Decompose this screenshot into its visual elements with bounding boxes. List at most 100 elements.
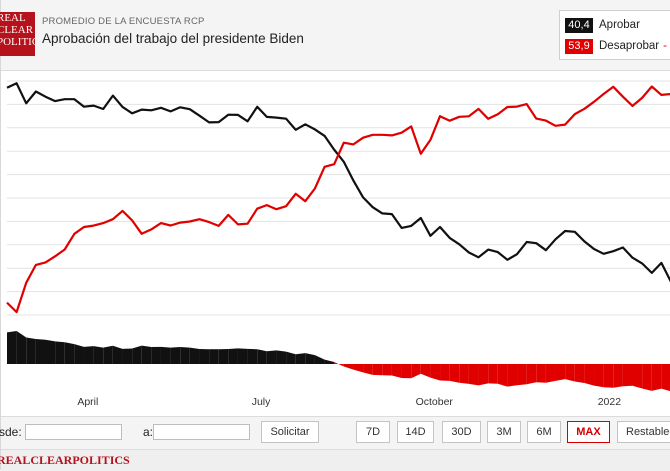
spread-bar <box>555 364 566 381</box>
spread-bar <box>545 364 556 383</box>
spread-bar <box>353 364 364 373</box>
spread-bar <box>122 348 133 364</box>
approve-series-line <box>6 82 670 283</box>
spread-bar <box>382 364 392 376</box>
widget-footer: REALCLEARPOLITICS <box>0 449 670 471</box>
spread-bar <box>661 364 670 392</box>
spread-bar <box>391 364 402 378</box>
spread-bar <box>594 364 604 388</box>
x-tick-label: July <box>252 396 271 408</box>
spread-bar <box>151 346 161 364</box>
spread-bar <box>613 364 623 388</box>
spread-bar <box>651 364 662 391</box>
spread-bar <box>526 364 537 385</box>
spread-bar <box>440 364 450 381</box>
spread-bar <box>170 347 181 364</box>
spread-bar <box>103 345 113 364</box>
approve-value-badge: 40,4 <box>565 17 593 33</box>
spread-bar <box>420 364 431 378</box>
range-6m-button[interactable]: 6M <box>527 421 561 443</box>
chart-area[interactable]: April July October 2022 <box>1 71 670 416</box>
spread-bar <box>141 345 152 364</box>
spread-bar <box>93 346 104 364</box>
spread-bar <box>74 344 84 364</box>
approve-label: Aprobar <box>599 19 640 31</box>
chart-legend: 40,4 Aprobar 53,9 Desaprobar - <box>559 10 670 60</box>
reset-button[interactable]: Restablecer <box>617 421 670 443</box>
request-button[interactable]: Solicitar <box>261 421 319 443</box>
range-7d-button[interactable]: 7D <box>356 421 390 443</box>
x-tick-label: October <box>416 396 454 408</box>
spread-bar <box>430 364 441 381</box>
spread-bar <box>160 346 171 364</box>
spread-bar <box>237 348 248 364</box>
spread-bar <box>632 364 643 389</box>
range-3m-button[interactable]: 3M <box>487 421 521 443</box>
spread-bar <box>411 364 421 379</box>
spread-bar <box>449 364 460 383</box>
spread-bar <box>7 331 17 364</box>
range-14d-button[interactable]: 14D <box>397 421 434 443</box>
spread-bar <box>314 355 325 364</box>
spread-bar <box>334 361 344 367</box>
spread-bar <box>565 364 575 382</box>
spread-bar <box>478 364 489 386</box>
x-tick-label: April <box>77 396 98 408</box>
spread-bar <box>622 364 633 387</box>
spread-bar <box>257 349 267 364</box>
spread-bar <box>517 364 527 386</box>
approval-chart-svg[interactable]: April July October 2022 <box>1 71 670 416</box>
spread-bar <box>189 347 200 364</box>
x-axis-ticks: April July October 2022 <box>77 396 621 408</box>
x-tick-label: 2022 <box>598 396 622 408</box>
disapprove-value-badge: 53,9 <box>565 38 593 54</box>
spread-bar <box>642 364 652 391</box>
range-30d-button[interactable]: 30D <box>442 421 481 443</box>
from-date-input[interactable] <box>25 424 122 440</box>
disapprove-label: Desaprobar <box>599 40 660 52</box>
footer-brand[interactable]: REALCLEARPOLITICS <box>0 453 130 467</box>
range-max-button[interactable]: MAX <box>567 421 610 443</box>
spread-bar <box>112 345 123 364</box>
gridlines <box>7 80 670 316</box>
legend-item-approve[interactable]: 40,4 Aprobar <box>565 17 640 33</box>
spread-bar <box>132 345 142 364</box>
rcp-logo[interactable]: REAL CLEAR POLITICS <box>0 12 35 56</box>
from-date-label: sde: <box>0 425 22 439</box>
spread-bar <box>295 353 306 364</box>
to-date-input[interactable] <box>153 424 250 440</box>
spread-bar <box>343 364 354 370</box>
spread-bar <box>507 364 518 387</box>
page-title: Aprobación del trabajo del presidente Bi… <box>42 31 304 46</box>
spread-bar <box>209 349 219 364</box>
spread-bar <box>35 339 46 364</box>
spread-area <box>7 331 670 392</box>
spread-bar <box>574 364 585 384</box>
spread-bar <box>324 359 335 364</box>
spread-bar <box>45 339 56 364</box>
spread-bar <box>228 348 238 364</box>
spread-bar <box>536 364 546 383</box>
spread-bar <box>247 348 258 364</box>
poll-kicker: PROMEDIO DE LA ENCUESTA RCP <box>42 16 205 27</box>
spread-bar <box>266 350 277 364</box>
spread-bar <box>83 346 94 364</box>
spread-bar <box>199 349 210 364</box>
spread-bar <box>584 364 595 386</box>
spread-bar <box>372 364 383 376</box>
spread-bar <box>180 347 190 364</box>
spread-bar <box>218 349 229 364</box>
date-range-toolbar: sde: a: Solicitar 7D 14D 30D 3M 6M MAX R… <box>0 416 670 449</box>
spread-bar <box>497 364 508 387</box>
spread-bar <box>488 364 498 384</box>
spread-bar <box>26 337 36 364</box>
spread-bar <box>55 341 65 364</box>
spread-bar <box>468 364 479 386</box>
legend-item-disapprove[interactable]: 53,9 Desaprobar - <box>565 38 667 54</box>
disapprove-series-line <box>6 85 670 314</box>
widget-header: REAL CLEAR POLITICS PROMEDIO DE LA ENCUE… <box>0 0 670 71</box>
to-date-label: a: <box>143 425 154 439</box>
legend-line-marker: - <box>663 40 667 52</box>
spread-bar <box>16 331 27 364</box>
